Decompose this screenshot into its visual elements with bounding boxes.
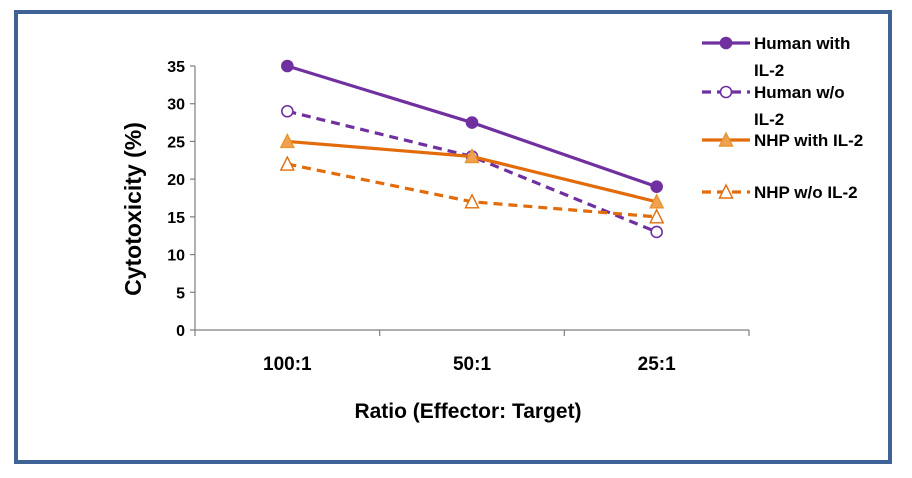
legend: Human with IL-2 Human w/o IL-2 NHP with IL-2… [702,34,863,202]
y-tick-label: 15 [167,210,185,227]
data-point [279,155,295,171]
series-3 [279,155,665,224]
series-0 [281,59,663,193]
y-tick-label: 30 [167,97,185,114]
legend-label: Human with [754,34,850,53]
data-point [649,193,665,209]
line-chart: 0 5 10 15 20 25 30 35 100:1 50:1 25:1 Human with IL… [120,34,863,423]
y-tick-label: 35 [167,59,185,76]
legend-marker [719,85,733,99]
legend-label: NHP w/o IL-2 [754,183,858,202]
data-point [464,147,480,164]
series-line [286,109,658,234]
series-layer [279,59,665,239]
y-tick-label: 10 [167,248,185,265]
legend-label: Human w/o [754,83,845,102]
x-axis-label: Ratio (Effector: Target) [354,400,581,423]
legend-marker [719,36,733,50]
y-tick-label: 20 [167,172,185,189]
chart-frame: 0 5 10 15 20 25 30 35 100:1 50:1 25:1 Human with IL… [14,10,892,464]
data-point [649,208,665,224]
legend-entry-0: Human with IL-2 [702,34,850,80]
legend-label: IL-2 [754,110,784,129]
y-tick-label: 5 [176,285,185,302]
legend-entry-1: Human w/o IL-2 [702,83,845,129]
data-point [650,225,663,239]
x-tick-label: 100:1 [263,354,312,375]
legend-entry-3: NHP w/o IL-2 [702,183,858,202]
legend-label: NHP with IL-2 [754,131,863,150]
series-2 [279,132,665,209]
y-axis-label: Cytotoxicity (%) [120,122,146,296]
legend-entry-2: NHP with IL-2 [702,131,863,150]
x-tick-label: 50:1 [453,354,491,375]
data-point [650,180,663,193]
data-point [465,116,479,129]
data-point [281,104,294,118]
data-point [281,59,294,73]
data-point [279,132,295,149]
legend-marker [718,183,734,199]
legend-label: IL-2 [754,61,784,80]
series-line [287,162,657,219]
y-tick-label: 0 [176,323,185,340]
legend-marker [718,131,734,147]
axes: 0 5 10 15 20 25 30 35 100:1 50:1 25:1 [167,59,750,375]
y-tick-label: 25 [167,134,185,151]
data-point [464,193,480,209]
x-tick-label: 25:1 [638,354,676,375]
